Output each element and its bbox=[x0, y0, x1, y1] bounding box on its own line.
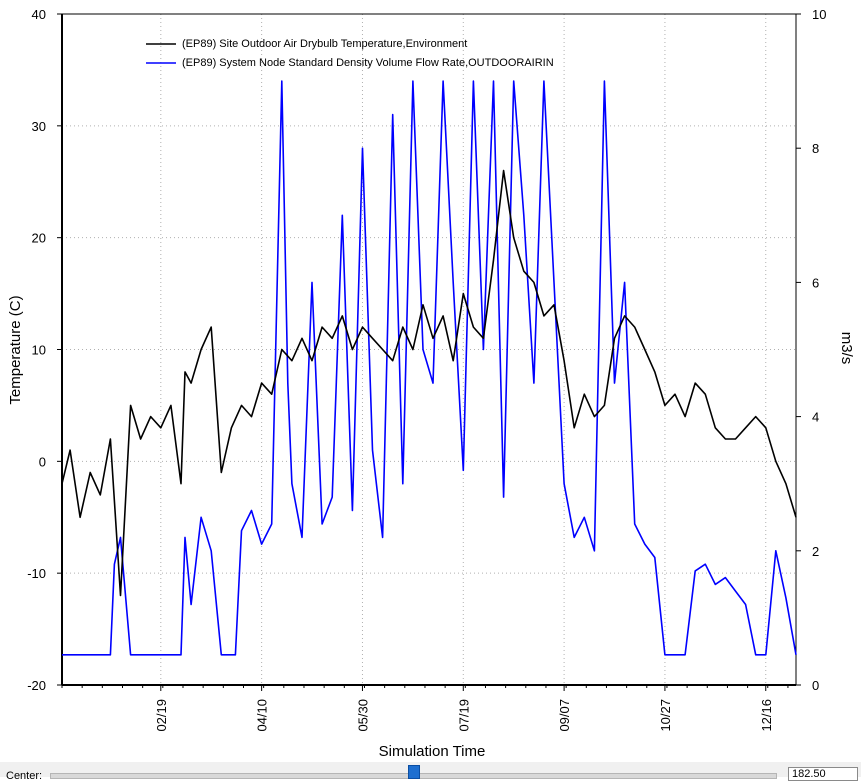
y2-tick-label: 2 bbox=[812, 544, 819, 559]
y2-axis-title: m3/s bbox=[838, 332, 855, 365]
plot-frame bbox=[61, 13, 797, 686]
chart-grid bbox=[62, 14, 796, 685]
center-label: Center: bbox=[6, 770, 43, 782]
y2-tick-label: 8 bbox=[812, 141, 819, 156]
x-tick-label: 02/19 bbox=[154, 699, 169, 732]
x-tick-label: 04/10 bbox=[255, 699, 270, 732]
ticks-layer: -20 -10 0 10 20 30 40 0 2 4 6 8 10 02/19 04/10 05/30 07/… bbox=[27, 7, 826, 732]
x-tick-label: 12/16 bbox=[759, 699, 774, 732]
y-axis-title: Temperature (C) bbox=[7, 295, 24, 404]
y-tick-label: -10 bbox=[27, 566, 46, 581]
center-value-field[interactable]: 182.50 bbox=[788, 767, 858, 781]
x-tick-label: 10/27 bbox=[658, 699, 673, 732]
series-layer bbox=[61, 80, 797, 656]
series-line-temperature bbox=[61, 169, 797, 597]
y-tick-label: 10 bbox=[32, 343, 46, 358]
legend: (EP89) Site Outdoor Air Drybulb Temperat… bbox=[146, 38, 554, 69]
y2-tick-label: 0 bbox=[812, 678, 819, 693]
y-tick-label: 30 bbox=[32, 119, 46, 134]
y-tick-label: 20 bbox=[32, 231, 46, 246]
x-tick-label: 09/07 bbox=[557, 699, 572, 732]
y2-tick-label: 6 bbox=[812, 275, 819, 290]
y-tick-label: 40 bbox=[32, 7, 46, 22]
y-tick-label: -20 bbox=[27, 678, 46, 693]
y2-tick-label: 4 bbox=[812, 410, 819, 425]
x-axis-title: Simulation Time bbox=[379, 743, 486, 760]
legend-label-temperature: (EP89) Site Outdoor Air Drybulb Temperat… bbox=[182, 38, 467, 50]
y2-tick-label: 10 bbox=[812, 7, 826, 22]
x-tick-label: 05/30 bbox=[355, 699, 370, 732]
center-control-bar: Center: 182.50 bbox=[0, 762, 861, 782]
x-tick-label: 07/19 bbox=[456, 699, 471, 732]
series-line-flow-rate bbox=[62, 80, 797, 656]
legend-label-flow: (EP89) System Node Standard Density Volu… bbox=[182, 57, 554, 69]
y-tick-label: 0 bbox=[39, 454, 46, 469]
